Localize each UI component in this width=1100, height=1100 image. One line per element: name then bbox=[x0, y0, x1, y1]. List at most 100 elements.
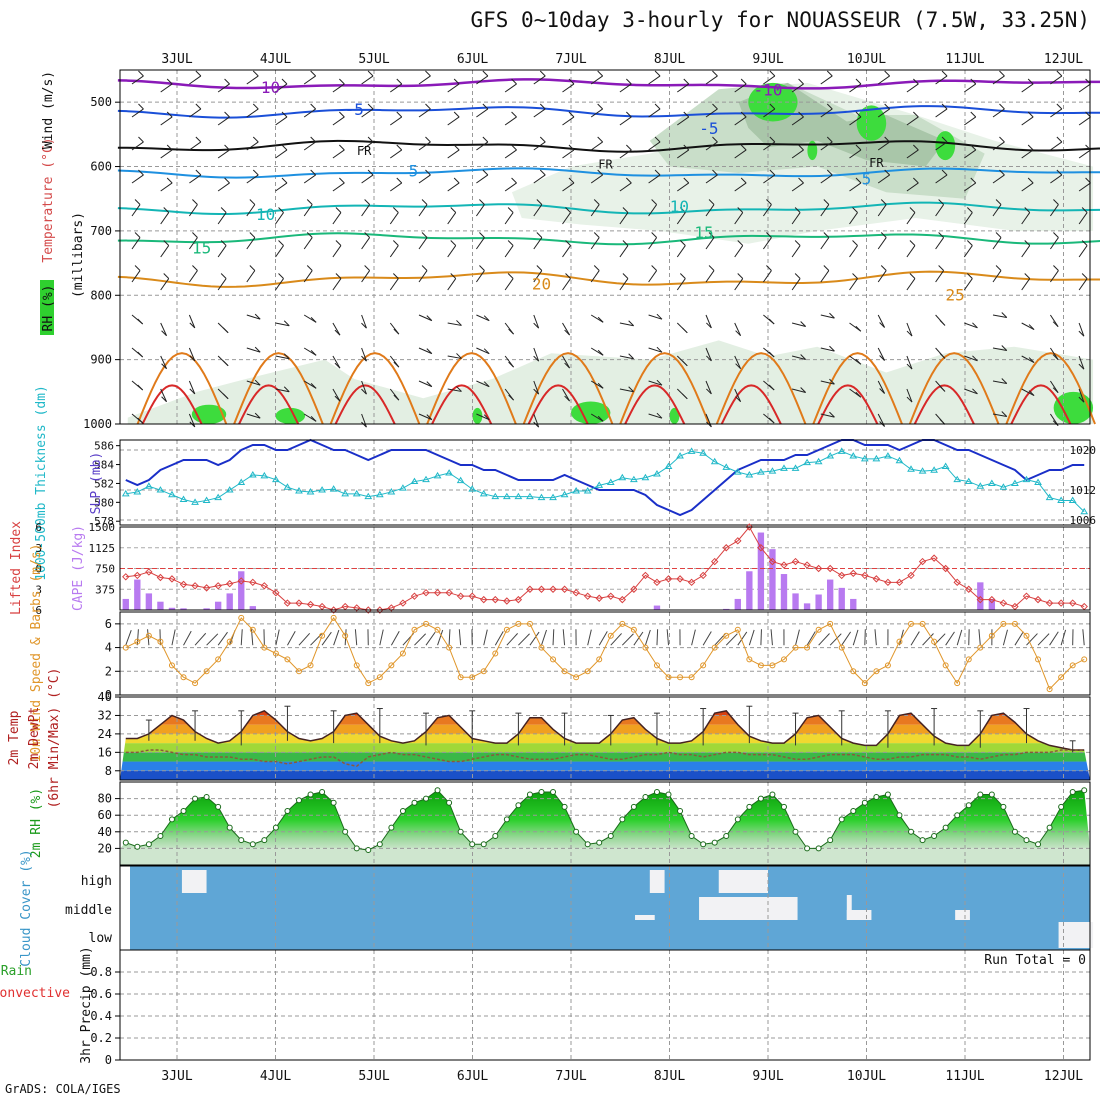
wind-barb-feather bbox=[361, 355, 367, 362]
wind-axis-label: Wind (m/s) bbox=[41, 71, 56, 149]
thickness-marker bbox=[826, 452, 835, 459]
wind-barb-feather bbox=[970, 78, 977, 85]
wind-speed-marker bbox=[769, 662, 776, 669]
wind-barb bbox=[791, 278, 801, 291]
wind-barb bbox=[734, 322, 742, 336]
wind-barb-feather bbox=[768, 318, 775, 325]
wind-barb bbox=[648, 347, 663, 353]
wind-barb-feather bbox=[628, 320, 634, 327]
wind-barb bbox=[303, 347, 317, 356]
wind-barb bbox=[648, 380, 663, 386]
wind-barb-feather bbox=[972, 355, 978, 362]
wind-barb-feather bbox=[533, 421, 540, 428]
thickness-marker bbox=[410, 477, 419, 485]
thickness-marker bbox=[583, 487, 592, 494]
wind-barb bbox=[935, 270, 945, 283]
precip-tick-label: 0.6 bbox=[90, 987, 112, 1001]
wind-barb-feather bbox=[597, 415, 604, 422]
wind-speed-marker bbox=[365, 680, 372, 687]
contour-25-low bbox=[233, 352, 324, 425]
wind-barb bbox=[1050, 174, 1063, 184]
wind-barb bbox=[303, 174, 316, 184]
wind-barb-feather bbox=[166, 177, 173, 184]
wind-barb-feather bbox=[134, 265, 141, 271]
li-marker bbox=[514, 595, 523, 604]
sfc-wind-barb bbox=[818, 633, 830, 646]
wind-barb bbox=[820, 347, 835, 352]
wind-barb bbox=[877, 174, 890, 184]
li-marker bbox=[283, 599, 292, 607]
wind-barb bbox=[705, 75, 718, 85]
wind-barb bbox=[791, 388, 806, 394]
wind-barb-feather bbox=[735, 396, 741, 403]
wind-barb bbox=[648, 108, 661, 118]
wind-barb bbox=[762, 270, 772, 283]
thickness-marker bbox=[491, 492, 500, 500]
wind-barb bbox=[705, 174, 718, 184]
temperature-label: 10 bbox=[256, 205, 275, 224]
wind-barb bbox=[160, 322, 168, 336]
cape-bar bbox=[180, 608, 187, 610]
wind-barb-feather bbox=[161, 330, 167, 337]
li-marker bbox=[237, 577, 245, 585]
wind-barb bbox=[992, 270, 1002, 283]
wind-barb bbox=[590, 141, 603, 151]
wind-barb-feather bbox=[708, 199, 715, 205]
wind-barb-feather bbox=[189, 388, 196, 395]
wind-speed-marker bbox=[942, 662, 949, 669]
rh-high-patch bbox=[935, 131, 956, 161]
wind-barb-feather bbox=[941, 103, 948, 110]
rh-marker bbox=[215, 803, 222, 810]
thickness-marker bbox=[121, 489, 130, 497]
temp-tick-label: 40 bbox=[98, 690, 112, 704]
sfc-wind-barb bbox=[1037, 633, 1050, 646]
wind-barb-feather bbox=[453, 78, 460, 85]
sfc-wind-barb bbox=[621, 633, 634, 646]
cloud-block bbox=[718, 870, 768, 893]
wind-speed-marker bbox=[734, 626, 741, 633]
rh-marker bbox=[584, 841, 591, 848]
rh-marker bbox=[295, 797, 302, 804]
wind-barb bbox=[475, 237, 485, 250]
wind-barb bbox=[504, 83, 517, 93]
wind-barb-feather bbox=[740, 111, 747, 118]
wind-barb-feather bbox=[450, 240, 457, 246]
rh-marker bbox=[1011, 828, 1018, 835]
wind-barb bbox=[849, 245, 858, 258]
wind-barb-feather bbox=[1027, 177, 1034, 184]
wind-barb-feather bbox=[769, 103, 776, 110]
pressure-tick-label: 500 bbox=[90, 95, 112, 109]
wind-barb bbox=[619, 245, 629, 258]
wind-barb bbox=[189, 141, 202, 151]
rh-marker bbox=[1081, 787, 1088, 794]
wind-barb-feather bbox=[654, 136, 661, 143]
wind-barb bbox=[533, 141, 546, 151]
thickness-marker bbox=[1068, 496, 1077, 503]
wind-barb-feather bbox=[966, 207, 973, 213]
wind-barb-feather bbox=[533, 388, 540, 395]
wind-barb bbox=[590, 75, 603, 85]
wind-barb-feather bbox=[511, 177, 517, 184]
wind-barb-feather bbox=[508, 328, 514, 335]
li-marker bbox=[179, 580, 188, 589]
cape-bar bbox=[838, 587, 845, 610]
wind-speed-marker bbox=[1023, 632, 1030, 639]
wind-barb bbox=[160, 149, 173, 159]
rh-high-patch bbox=[1053, 391, 1094, 424]
wind-barb-feather bbox=[536, 265, 543, 271]
wind-barb-feather bbox=[683, 144, 690, 151]
precip-convective-label: Convective bbox=[0, 986, 70, 1001]
rh-marker bbox=[815, 845, 822, 852]
li-marker bbox=[941, 564, 950, 573]
wind-barb-feather bbox=[310, 349, 317, 356]
wind-barb-feather bbox=[278, 240, 284, 246]
li-marker bbox=[260, 582, 269, 590]
wind-barb-feather bbox=[364, 265, 370, 271]
wind-barb bbox=[217, 245, 227, 258]
wind-barb-feather bbox=[137, 384, 144, 391]
thickness-tick-label: 582 bbox=[94, 477, 114, 490]
wind-barb-feather bbox=[310, 382, 317, 389]
wind-barb-feather bbox=[456, 353, 462, 359]
wind-speed-marker bbox=[145, 632, 152, 639]
li-marker bbox=[376, 606, 384, 614]
